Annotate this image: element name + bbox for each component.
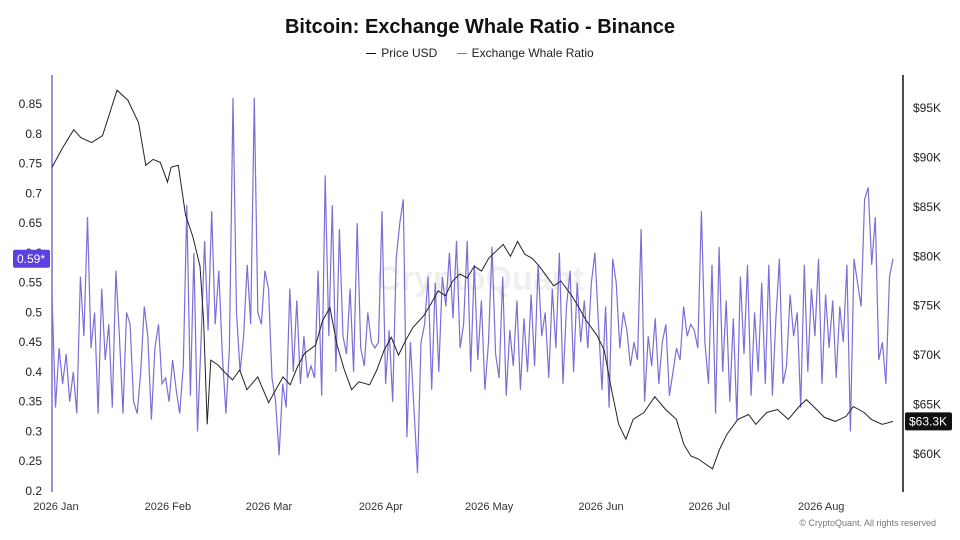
x-tick-label: 2026 Feb (145, 501, 191, 513)
left-axis-ticks: 0.850.80.750.70.650.60.550.50.450.40.350… (19, 97, 43, 498)
current-price-marker: $63.3K (905, 412, 952, 431)
chart-title: Bitcoin: Exchange Whale Ratio - Binance (284, 16, 676, 38)
right-tick-label: $60K (913, 447, 941, 461)
legend-item-price[interactable]: Price USD (366, 46, 437, 60)
left-tick-label: 0.4 (25, 365, 42, 379)
left-tick-label: 0.75 (19, 157, 43, 171)
right-tick-label: $75K (913, 299, 941, 313)
left-tick-label: 0.25 (19, 454, 43, 468)
x-tick-label: 2026 Aug (798, 501, 845, 513)
x-axis-ticks: 2026 Jan 2026 Feb 2026 Mar 2026 Apr 2026 May… (33, 501, 844, 513)
ratio-series-line (51, 97, 894, 474)
x-tick-label: 2026 Jan (33, 501, 78, 513)
current-price-badge (905, 412, 952, 431)
current-price-label: $63.3K (909, 414, 947, 428)
price-series-line (51, 89, 894, 470)
left-tick-label: 0.3 (25, 424, 42, 438)
left-tick-label: 0.35 (19, 395, 43, 409)
x-tick-label: 2026 Mar (246, 501, 293, 513)
left-tick-label: 0.8 (25, 127, 42, 141)
left-tick-label: 0.7 (25, 186, 42, 200)
watermark: CryptoQuant (376, 260, 584, 298)
legend-label-ratio: Exchange Whale Ratio (471, 46, 594, 60)
legend-item-ratio[interactable]: Exchange Whale Ratio (456, 46, 594, 60)
left-tick-label: 0.65 (19, 216, 43, 230)
legend: Price USD Exchange Whale Ratio (0, 46, 960, 60)
legend-swatch-price (366, 53, 377, 55)
x-tick-label: 2026 Jul (689, 501, 731, 513)
left-tick-label: 0.85 (19, 97, 43, 111)
legend-swatch-ratio (456, 53, 467, 55)
left-tick-label: 0.2 (25, 484, 42, 498)
copyright-notice: © CryptoQuant. All rights reserved (799, 518, 936, 528)
right-tick-label: $90K (913, 150, 941, 164)
legend-label-price: Price USD (381, 46, 438, 60)
right-tick-label: $80K (913, 249, 941, 263)
x-tick-label: 2026 May (465, 501, 514, 513)
right-tick-label: $95K (913, 101, 941, 115)
x-tick-label: 2026 Jun (578, 501, 623, 513)
right-axis-ticks: $95K $90K $85K $80K $75K $70K $65K $60K (913, 101, 941, 461)
left-tick-label: 0.45 (19, 335, 43, 349)
right-tick-label: $85K (913, 200, 941, 214)
left-tick-label: 0.55 (19, 276, 43, 290)
right-tick-label: $70K (913, 348, 941, 362)
left-tick-label: 0.5 (25, 305, 42, 319)
right-tick-label: $65K (913, 398, 941, 412)
current-ratio-badge (13, 249, 50, 268)
current-ratio-label: 0.59* (17, 252, 45, 266)
x-tick-label: 2026 Apr (359, 501, 403, 513)
current-ratio-marker: 0.59* (13, 249, 50, 268)
